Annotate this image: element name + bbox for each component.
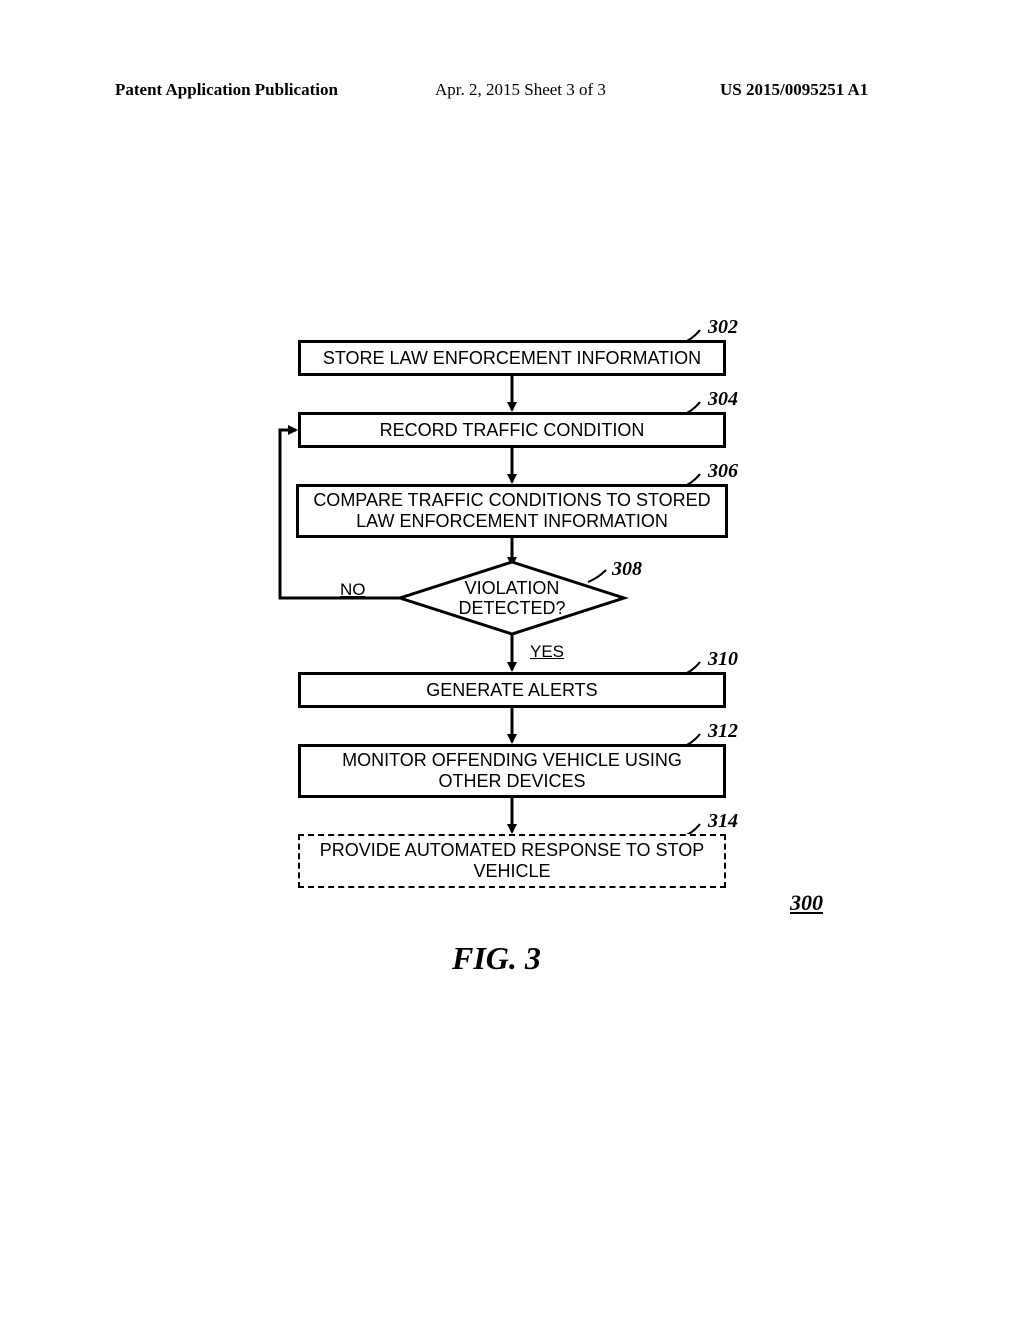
step-304: RECORD TRAFFIC CONDITION [298,412,726,448]
step-306: COMPARE TRAFFIC CONDITIONS TO STOREDLAW … [296,484,728,538]
flowchart-svg: VIOLATION DETECTED? [0,300,1024,1000]
header-left: Patent Application Publication [115,80,338,100]
flowchart: VIOLATION DETECTED? STORE LAW ENFORCEMEN… [0,300,1024,1000]
ref-312: 312 [708,720,738,743]
step-314-label: PROVIDE AUTOMATED RESPONSE TO STOPVEHICL… [320,840,704,881]
step-314: PROVIDE AUTOMATED RESPONSE TO STOPVEHICL… [298,834,726,888]
ref-hook-308 [588,570,606,582]
decision-text-l1: VIOLATION [465,578,560,598]
no-label: NO [340,580,366,600]
figure-number: 300 [790,890,823,916]
step-304-label: RECORD TRAFFIC CONDITION [380,420,645,441]
page: Patent Application Publication Apr. 2, 2… [0,0,1024,1320]
ref-302: 302 [708,316,738,339]
ref-310: 310 [708,648,738,671]
step-312: MONITOR OFFENDING VEHICLE USINGOTHER DEV… [298,744,726,798]
page-header: Patent Application Publication Apr. 2, 2… [0,80,1024,110]
ref-308: 308 [612,558,642,581]
decision-text-l2: DETECTED? [458,598,565,618]
header-pubnum: US 2015/0095251 A1 [720,80,868,100]
step-312-label: MONITOR OFFENDING VEHICLE USINGOTHER DEV… [342,750,682,791]
ref-304: 304 [708,388,738,411]
step-302: STORE LAW ENFORCEMENT INFORMATION [298,340,726,376]
step-310-label: GENERATE ALERTS [426,680,597,701]
ref-306: 306 [708,460,738,483]
step-310: GENERATE ALERTS [298,672,726,708]
yes-label: YES [530,642,564,662]
header-date: Apr. 2, 2015 Sheet 3 of 3 [435,80,606,100]
step-302-label: STORE LAW ENFORCEMENT INFORMATION [323,348,701,369]
ref-314: 314 [708,810,738,833]
figure-label: FIG. 3 [452,940,541,977]
step-306-label: COMPARE TRAFFIC CONDITIONS TO STOREDLAW … [313,490,710,531]
